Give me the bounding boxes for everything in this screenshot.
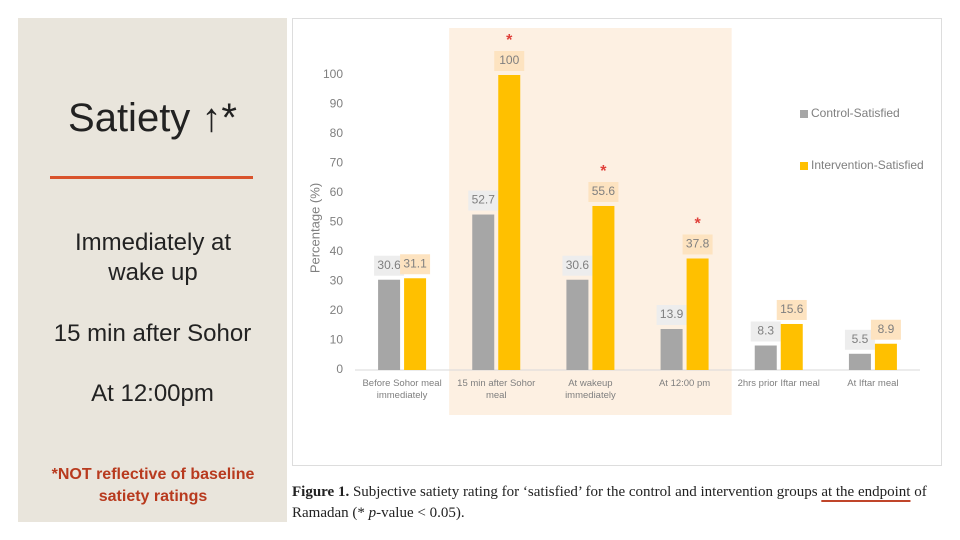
y-tick-label: 70 xyxy=(330,156,344,170)
caption: Figure 1. Subjective satiety rating for … xyxy=(292,482,952,524)
bar xyxy=(378,279,401,370)
note: *NOT reflective of baseline satiety rati… xyxy=(51,466,255,505)
significance-marker: * xyxy=(506,32,513,49)
value-label-box xyxy=(776,299,807,320)
value-label: 30.6 xyxy=(566,258,590,272)
y-tick-label: 80 xyxy=(330,126,344,140)
item: At 12:00pm xyxy=(91,380,214,407)
bar xyxy=(848,353,871,370)
x-tick-label: At Iftar meal xyxy=(847,378,899,389)
value-label: 5.5 xyxy=(852,332,869,346)
bar xyxy=(660,328,683,370)
value-label: 8.3 xyxy=(757,324,774,338)
value-label: 100 xyxy=(499,53,519,67)
item: Immediately at wake up xyxy=(74,229,232,286)
y-tick-label: 90 xyxy=(330,97,344,111)
y-tick-label: 20 xyxy=(330,303,344,317)
x-tick-label: Before Sohor meal immediately xyxy=(362,378,442,401)
side-panel: Satiety ↑* Immediately at wake up 15 min… xyxy=(18,18,287,522)
value-label-box xyxy=(682,234,713,255)
divider xyxy=(50,176,253,179)
bar xyxy=(686,258,709,370)
value-label: 31.1 xyxy=(403,256,427,270)
value-label-box xyxy=(870,319,901,340)
value-label-box xyxy=(588,181,619,202)
caption-label: Figure 1. xyxy=(292,484,350,500)
y-tick-label: 100 xyxy=(323,67,343,81)
bar xyxy=(566,279,589,370)
legend-label: Intervention-Satisfied xyxy=(811,158,924,172)
legend-swatch xyxy=(800,110,808,118)
value-label: 8.9 xyxy=(878,322,895,336)
caption-underlined: at the endpoint xyxy=(821,484,911,500)
bar xyxy=(472,214,495,370)
legend-label: Control-Satisfied xyxy=(811,106,900,120)
x-tick-label: At wakeup immediately xyxy=(565,378,616,401)
bar xyxy=(754,345,777,370)
value-label-box xyxy=(844,329,875,350)
y-tick-label: 40 xyxy=(330,244,344,258)
value-label-box xyxy=(750,321,781,342)
caption-italic: p xyxy=(368,505,377,521)
value-label-box xyxy=(494,51,525,71)
bar xyxy=(780,323,803,370)
value-label: 37.8 xyxy=(686,237,710,251)
value-label-box xyxy=(374,255,405,276)
value-label-box xyxy=(468,190,499,211)
significance-marker: * xyxy=(694,216,701,233)
value-label: 13.9 xyxy=(660,307,684,321)
y-tick-label: 50 xyxy=(330,215,344,229)
caption-text: -value < 0.05). xyxy=(376,505,465,521)
significance-marker: * xyxy=(600,163,607,180)
x-tick-label: At 12:00 pm xyxy=(658,378,711,389)
y-axis-label: Percentage (%) xyxy=(307,183,322,273)
y-tick-label: 30 xyxy=(330,274,344,288)
value-label-box xyxy=(656,304,687,325)
value-label: 15.6 xyxy=(780,302,804,316)
bar xyxy=(498,75,521,370)
value-label-box xyxy=(400,254,431,275)
bar xyxy=(874,343,897,370)
y-tick-label: 60 xyxy=(330,185,344,199)
bar xyxy=(404,278,427,370)
x-tick-label: 15 min after Sohor meal xyxy=(457,378,536,401)
chart-frame xyxy=(292,18,942,466)
caption-text: of Ramadan (* xyxy=(292,484,927,521)
slide-title: Satiety ↑* xyxy=(68,96,237,140)
legend-swatch xyxy=(800,162,808,170)
y-tick-label: 0 xyxy=(336,362,343,376)
y-tick-label: 10 xyxy=(330,333,344,347)
value-label: 52.7 xyxy=(472,193,496,207)
x-tick-label: 2hrs prior Iftar meal xyxy=(737,378,820,389)
bar xyxy=(592,205,615,370)
caption-text: Subjective satiety rating for ‘satisfied… xyxy=(349,484,822,500)
value-label: 55.6 xyxy=(592,184,616,198)
highlight xyxy=(449,28,732,415)
value-label: 30.6 xyxy=(377,258,401,272)
value-label-box xyxy=(562,255,593,276)
item: 15 min after Sohor xyxy=(53,320,252,347)
